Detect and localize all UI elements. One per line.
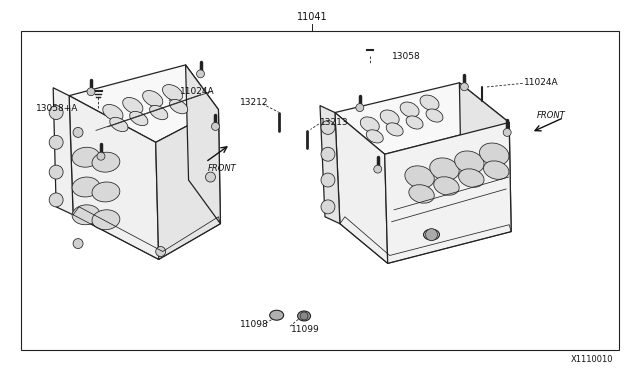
Ellipse shape — [424, 229, 440, 240]
Text: 11024A: 11024A — [524, 78, 559, 87]
Ellipse shape — [72, 177, 100, 197]
Ellipse shape — [420, 95, 439, 110]
Ellipse shape — [426, 109, 443, 122]
Ellipse shape — [459, 169, 484, 187]
Ellipse shape — [298, 311, 310, 321]
Ellipse shape — [150, 105, 168, 120]
Ellipse shape — [92, 182, 120, 202]
Ellipse shape — [163, 84, 183, 101]
Text: 11098: 11098 — [241, 320, 269, 329]
Polygon shape — [320, 106, 340, 224]
Text: X1110010: X1110010 — [571, 355, 613, 364]
Circle shape — [87, 88, 95, 96]
Text: FRONT: FRONT — [537, 111, 566, 120]
Ellipse shape — [103, 105, 123, 121]
Ellipse shape — [434, 177, 459, 195]
Circle shape — [49, 106, 63, 119]
Ellipse shape — [143, 90, 163, 107]
Text: 11024A: 11024A — [180, 87, 214, 96]
Ellipse shape — [366, 130, 383, 143]
Circle shape — [49, 135, 63, 149]
Circle shape — [49, 165, 63, 179]
Polygon shape — [335, 113, 388, 263]
Polygon shape — [69, 65, 218, 142]
Ellipse shape — [400, 102, 419, 117]
Circle shape — [503, 128, 511, 137]
Text: 13213: 13213 — [320, 118, 349, 126]
Circle shape — [321, 200, 335, 214]
Circle shape — [97, 152, 105, 160]
Text: 13058+A: 13058+A — [36, 104, 79, 113]
Polygon shape — [385, 122, 511, 263]
Circle shape — [196, 70, 205, 78]
Circle shape — [73, 128, 83, 137]
Text: 13212: 13212 — [241, 99, 269, 108]
Ellipse shape — [72, 205, 100, 225]
Polygon shape — [156, 110, 220, 259]
Circle shape — [321, 173, 335, 187]
Ellipse shape — [170, 99, 188, 114]
Ellipse shape — [130, 111, 148, 126]
Polygon shape — [69, 96, 159, 259]
Circle shape — [321, 147, 335, 161]
Bar — [20, 31, 620, 350]
Circle shape — [156, 247, 166, 256]
Polygon shape — [53, 88, 73, 215]
Circle shape — [205, 172, 216, 182]
Polygon shape — [460, 83, 511, 232]
Circle shape — [211, 122, 220, 131]
Circle shape — [426, 229, 438, 241]
Ellipse shape — [72, 147, 100, 167]
Polygon shape — [186, 65, 220, 224]
Ellipse shape — [109, 117, 128, 132]
Ellipse shape — [380, 110, 399, 125]
Polygon shape — [335, 83, 509, 154]
Ellipse shape — [429, 158, 459, 180]
Circle shape — [460, 83, 468, 91]
Circle shape — [300, 312, 308, 320]
Ellipse shape — [92, 210, 120, 230]
Ellipse shape — [269, 310, 284, 320]
Ellipse shape — [405, 166, 435, 188]
Ellipse shape — [406, 116, 423, 129]
Ellipse shape — [92, 152, 120, 172]
Ellipse shape — [360, 117, 380, 132]
Ellipse shape — [386, 123, 403, 136]
Text: 11041: 11041 — [297, 12, 328, 22]
Text: 11099: 11099 — [291, 325, 320, 334]
Ellipse shape — [123, 97, 143, 114]
Ellipse shape — [409, 185, 435, 203]
Circle shape — [49, 193, 63, 207]
Ellipse shape — [454, 151, 484, 173]
Circle shape — [374, 165, 381, 173]
Ellipse shape — [479, 143, 509, 166]
Text: FRONT: FRONT — [207, 164, 236, 173]
Ellipse shape — [483, 161, 509, 179]
Text: 13058: 13058 — [392, 52, 420, 61]
Circle shape — [321, 121, 335, 134]
Circle shape — [73, 238, 83, 248]
Circle shape — [356, 104, 364, 112]
